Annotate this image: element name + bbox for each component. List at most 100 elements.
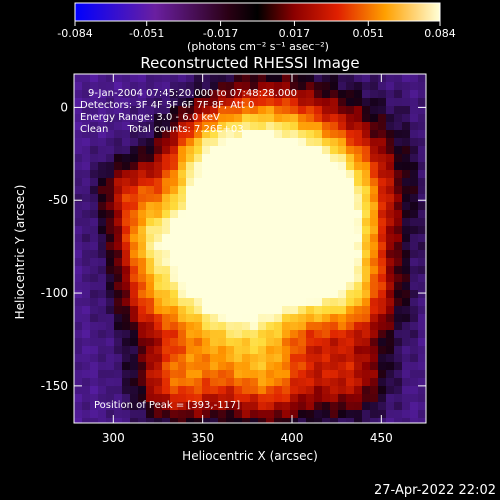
heatmap-cell [210,122,218,130]
heatmap-cell [402,242,410,250]
heatmap-cell [122,282,130,290]
heatmap-cell [410,282,418,290]
heatmap-cell [186,274,194,282]
heatmap-cell [194,162,202,170]
heatmap-cell [354,394,362,402]
heatmap-cell [154,218,162,226]
heatmap-cell [370,402,378,410]
heatmap-cell [162,282,170,290]
heatmap-cell [114,402,122,410]
heatmap-cell [306,234,314,242]
heatmap-cell [410,74,418,82]
heatmap-cell [362,418,370,423]
colorbar [74,2,441,22]
heatmap-cell [346,258,354,266]
heatmap-cell [418,226,426,234]
heatmap-cell [154,274,162,282]
heatmap-cell [418,338,426,346]
heatmap-cell [394,74,402,82]
heatmap-cell [290,90,298,98]
heatmap-cell [90,162,98,170]
heatmap-cell [346,122,354,130]
heatmap-cell [418,274,426,282]
heatmap-cell [402,234,410,242]
heatmap-cell [218,290,226,298]
heatmap-cell [258,266,266,274]
heatmap-cell [170,146,178,154]
heatmap-cell [178,98,186,106]
heatmap-cell [154,298,162,306]
heatmap-cell [354,410,362,418]
heatmap-cell [234,250,242,258]
heatmap-cell [378,130,386,138]
heatmap-cell [282,202,290,210]
heatmap-cell [282,122,290,130]
heatmap-cell [74,338,82,346]
heatmap-cell [178,370,186,378]
heatmap-cell [330,402,338,410]
heatmap-cell [394,362,402,370]
heatmap-cell [362,146,370,154]
heatmap-cell [378,298,386,306]
heatmap-cell [90,306,98,314]
heatmap-cell [130,402,138,410]
heatmap-cell [90,226,98,234]
heatmap-cell [186,146,194,154]
heatmap-cell [354,130,362,138]
heatmap-cell [242,162,250,170]
heatmap-cell [418,234,426,242]
heatmap-cell [106,90,114,98]
heatmap-cell [106,338,114,346]
heatmap-cell [202,218,210,226]
heatmap-cell [378,162,386,170]
heatmap-cell [290,146,298,154]
heatmap-cell [362,410,370,418]
heatmap-cell [338,202,346,210]
heatmap-cell [194,282,202,290]
heatmap-cell [370,194,378,202]
heatmap-cell [162,82,170,90]
colorbar-tick-label: 0.051 [353,27,385,40]
heatmap-cell [210,346,218,354]
heatmap-cell [282,306,290,314]
heatmap-cell [306,122,314,130]
heatmap-cell [282,298,290,306]
heatmap-cell [386,394,394,402]
heatmap-cell [330,210,338,218]
heatmap-cell [250,330,258,338]
heatmap-cell [338,282,346,290]
plot-frame [73,73,427,424]
heatmap-cell [290,82,298,90]
heatmap-cell [210,162,218,170]
heatmap-cell [338,138,346,146]
heatmap-cell [234,322,242,330]
heatmap-cell [362,402,370,410]
heatmap-cell [394,154,402,162]
heatmap-cell [298,250,306,258]
heatmap-cell [98,162,106,170]
heatmap-cell [106,386,114,394]
heatmap-cell [74,178,82,186]
heatmap-cell [410,202,418,210]
heatmap-cell [354,218,362,226]
heatmap-cell [106,290,114,298]
heatmap-cell [330,306,338,314]
heatmap-cell [122,330,130,338]
heatmap-cell [154,314,162,322]
heatmap-cell [194,290,202,298]
heatmap-cell [394,146,402,154]
heatmap-cell [330,282,338,290]
heatmap-cell [170,178,178,186]
heatmap-cell [114,226,122,234]
heatmap-cell [138,402,146,410]
heatmap-cell [378,98,386,106]
heatmap-cell [170,154,178,162]
heatmap-cell [338,330,346,338]
heatmap-cell [82,130,90,138]
heatmap-cell [362,386,370,394]
heatmap-cell [378,146,386,154]
heatmap-cell [386,290,394,298]
heatmap-cell [362,90,370,98]
heatmap-cell [106,282,114,290]
